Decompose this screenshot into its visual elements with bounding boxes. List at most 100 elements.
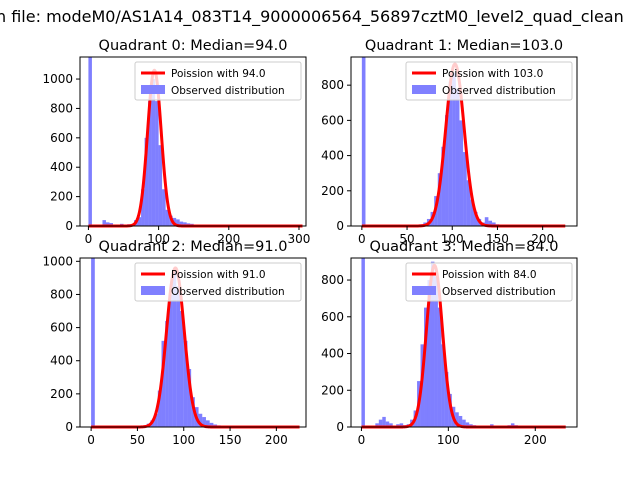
y-tick-label: 0 xyxy=(65,219,73,233)
legend-box xyxy=(405,262,573,302)
y-tick-label: 200 xyxy=(321,383,344,397)
histogram-bar xyxy=(198,413,203,427)
y-tick-label: 800 xyxy=(321,273,344,287)
x-tick-label: 100 xyxy=(441,232,464,246)
legend-patch-swatch xyxy=(141,85,165,94)
axes-frame xyxy=(350,56,578,227)
histogram-bar xyxy=(463,152,467,226)
histogram-bar xyxy=(427,280,431,427)
histogram-bar xyxy=(191,397,195,427)
subplot-0: 0 100 200 300 0 200 400 600 800 1000 Quadrant 0: M… xyxy=(42,38,310,246)
histogram-bar xyxy=(465,422,470,427)
histogram-bar xyxy=(466,180,471,226)
y-tick-label: 200 xyxy=(50,387,73,401)
y-tick-label: 600 xyxy=(321,113,344,127)
histogram-bar xyxy=(176,219,180,226)
legend-patch-swatch xyxy=(412,286,436,295)
axes-frame xyxy=(350,257,578,428)
histogram-bar xyxy=(168,294,173,427)
histogram-bar xyxy=(434,276,438,427)
legend-label: Poission with 103.0 xyxy=(442,68,543,80)
histogram-bar xyxy=(202,417,206,427)
histogram-bar xyxy=(389,423,393,427)
histogram-bar xyxy=(176,286,181,427)
y-tick-label: 800 xyxy=(321,78,344,92)
y-tick-label: 800 xyxy=(50,101,73,115)
legend-patch-swatch xyxy=(141,286,165,295)
x-tick-label: 50 xyxy=(399,232,414,246)
y-tick-label: 800 xyxy=(50,287,73,301)
histogram-bar xyxy=(378,419,383,427)
histogram-bar xyxy=(437,173,442,226)
subplot-title: Quadrant 0: Median=94.0 xyxy=(99,38,288,54)
y-tick-label: 600 xyxy=(50,321,73,335)
histogram-bar xyxy=(488,220,493,226)
histogram-bar xyxy=(441,146,446,226)
histogram-bar xyxy=(91,258,95,427)
legend-box xyxy=(405,61,573,101)
histogram-bar xyxy=(102,220,106,226)
x-tick-label: 300 xyxy=(288,232,311,246)
legend-label: Observed distribution xyxy=(171,286,285,298)
histogram-bar xyxy=(424,307,428,427)
y-tick-label: 0 xyxy=(336,420,344,434)
legend-label: Poission with 84.0 xyxy=(442,269,537,281)
histogram-bar xyxy=(144,137,149,226)
y-tick-label: 1000 xyxy=(42,254,73,268)
subplot-title: Quadrant 1: Median=103.0 xyxy=(365,38,563,54)
histogram-bar xyxy=(375,423,379,427)
histogram-bar xyxy=(459,120,464,227)
legend-label: Observed distribution xyxy=(442,85,556,97)
x-tick-label: 100 xyxy=(437,433,460,447)
histogram-bar xyxy=(385,421,390,427)
x-tick-label: 200 xyxy=(265,433,288,447)
histogram-bar xyxy=(148,101,152,226)
y-tick-label: 400 xyxy=(321,149,344,163)
subplot-title: Quadrant 3: Median=84.0 xyxy=(370,239,559,255)
legend-label: Observed distribution xyxy=(171,85,285,97)
histogram-bar xyxy=(382,416,386,427)
legend-box xyxy=(134,61,302,101)
histogram-bar xyxy=(151,79,156,226)
histogram-bar xyxy=(187,369,192,427)
histogram-bar xyxy=(437,307,442,427)
subplot-title: Quadrant 2: Median=91.0 xyxy=(99,239,288,255)
histogram-bar xyxy=(209,422,214,427)
x-tick-label: 0 xyxy=(358,232,366,246)
x-tick-label: 50 xyxy=(130,433,145,447)
histogram-bar xyxy=(462,419,466,427)
y-tick-label: 200 xyxy=(321,184,344,198)
histogram-bar xyxy=(141,189,145,226)
legend-label: Observed distribution xyxy=(442,286,556,298)
histogram-bar xyxy=(399,423,404,427)
histogram-bar xyxy=(180,311,184,427)
histogram-bar xyxy=(183,340,188,427)
histogram-bar xyxy=(492,222,496,226)
histogram-bar xyxy=(452,72,456,226)
histogram-bar xyxy=(105,222,110,226)
histogram-bar xyxy=(172,269,177,427)
legend-label: Poission with 94.0 xyxy=(171,68,266,80)
histogram-bar xyxy=(158,145,163,226)
y-tick-label: 400 xyxy=(50,160,73,174)
axes-frame xyxy=(79,257,307,428)
histogram-bar xyxy=(361,57,366,226)
histogram-bar xyxy=(458,415,463,427)
histogram-bar xyxy=(473,211,478,226)
histogram-bar xyxy=(205,420,210,427)
histogram-bar xyxy=(510,423,515,427)
histogram-bar xyxy=(162,189,166,226)
subplot-3: 0 100 200 0 200 400 600 800 Quadrant 3: Median=8… xyxy=(321,239,578,447)
x-tick-label: 0 xyxy=(85,232,93,246)
subplot-1: 0 50 100 150 200 0 200 400 600 800 Quadrant 1: Med… xyxy=(321,38,578,246)
x-tick-label: 200 xyxy=(524,433,547,447)
x-tick-label: 200 xyxy=(531,232,554,246)
y-tick-label: 1000 xyxy=(42,72,73,86)
y-tick-label: 400 xyxy=(50,354,73,368)
axes-frame xyxy=(79,56,307,227)
x-tick-label: 0 xyxy=(358,433,366,447)
histogram-bar xyxy=(441,344,445,427)
y-tick-label: 200 xyxy=(50,190,73,204)
